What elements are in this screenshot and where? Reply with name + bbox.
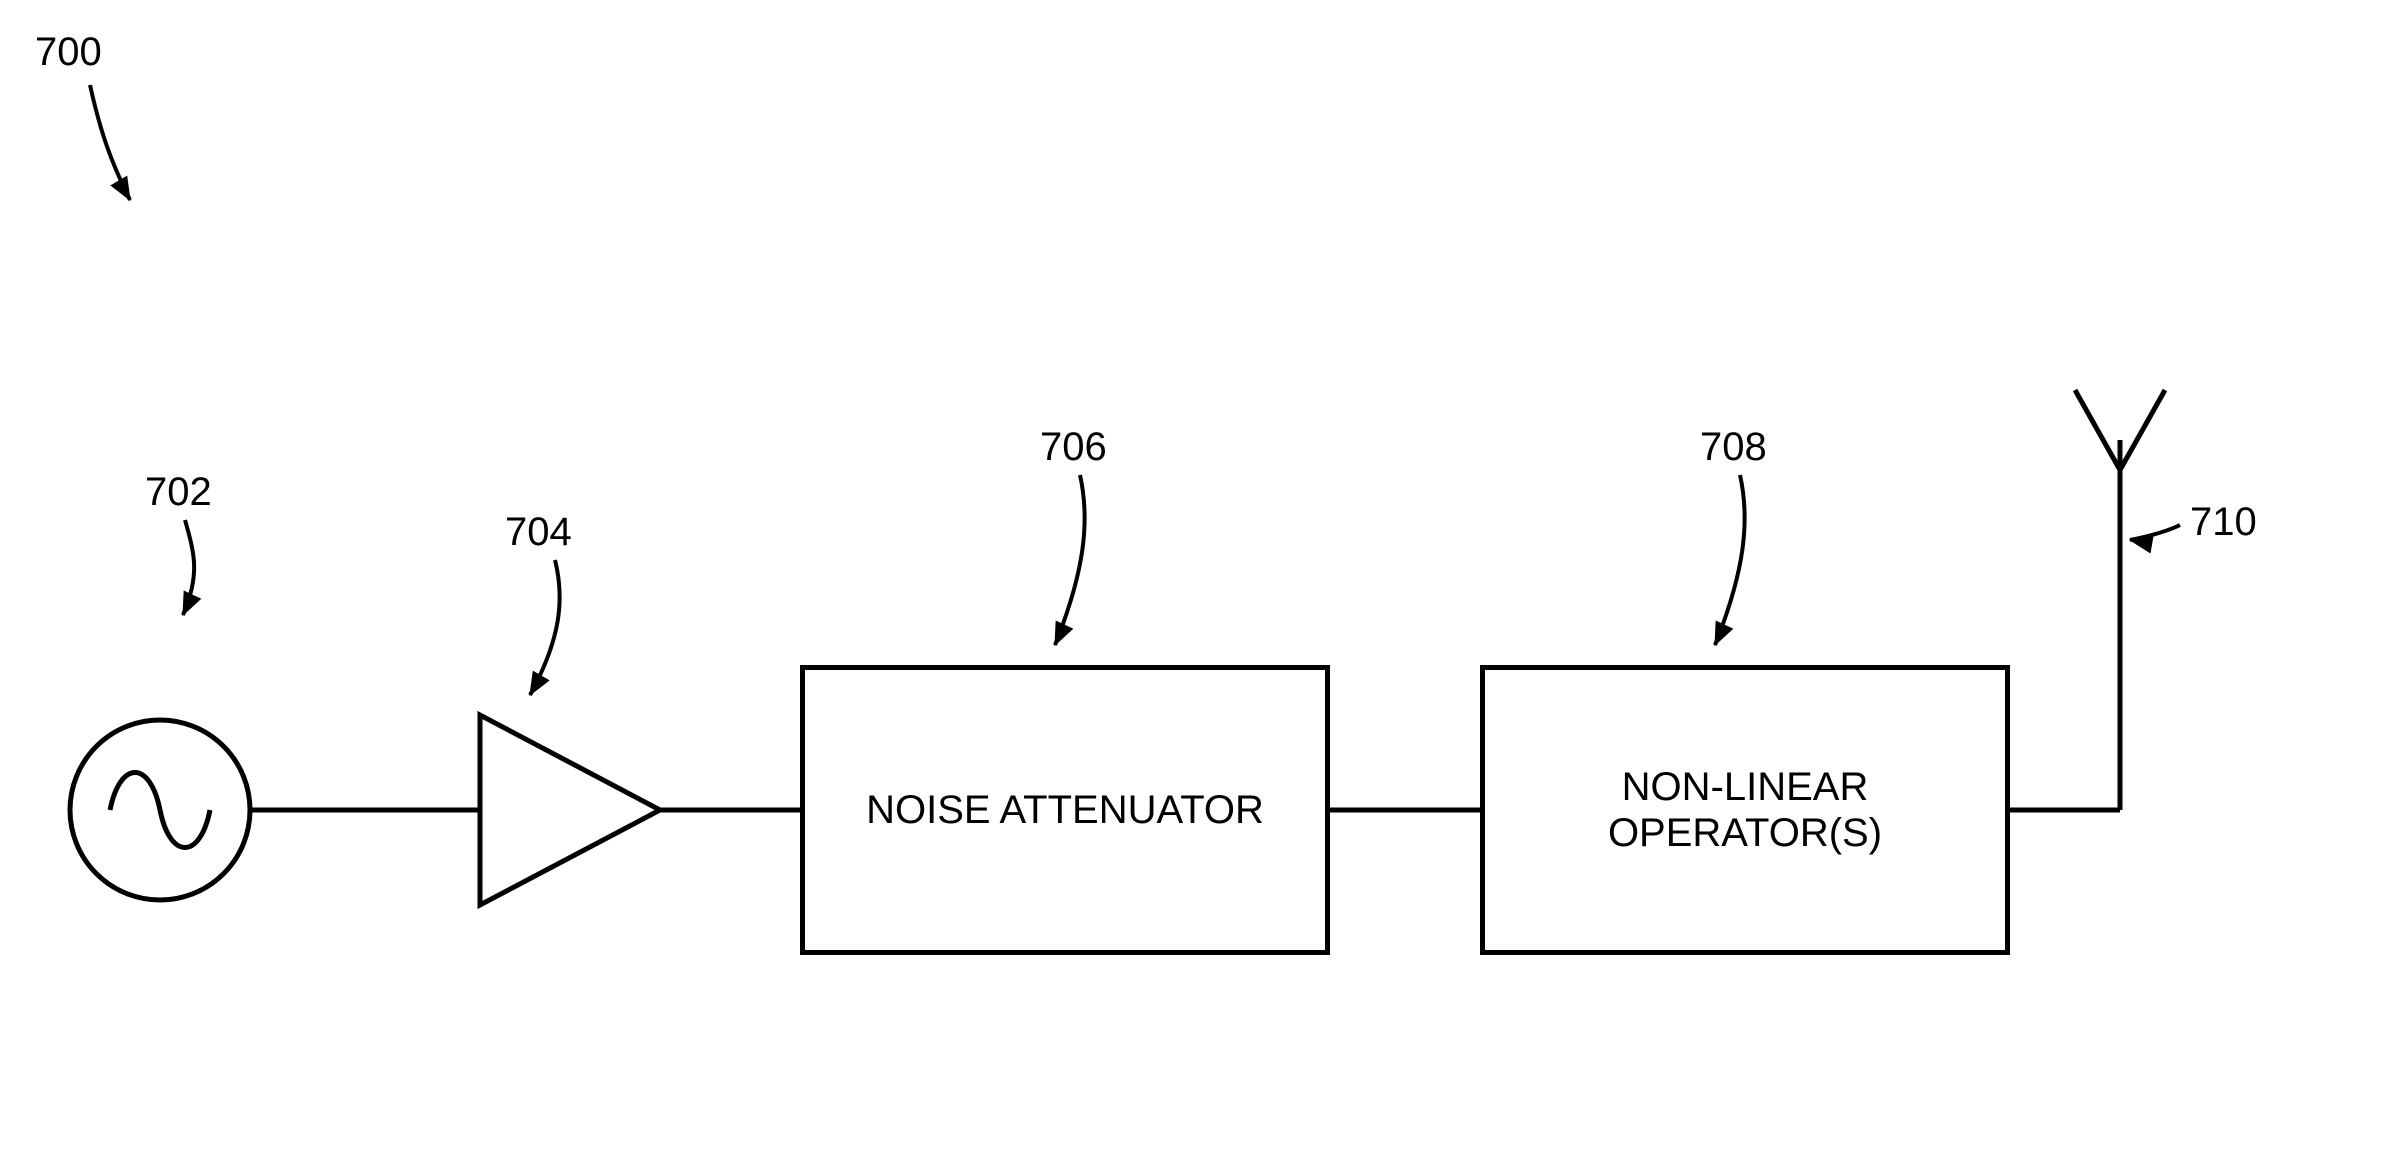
oscillator-source-icon [70,720,250,900]
arrow-source [175,591,201,619]
leader-antenna [2130,525,2180,540]
amplifier-icon [480,715,660,905]
diagram-svg-overlay [0,0,2391,1153]
arrow-system [111,176,138,204]
leader-lines [90,85,2180,695]
diagram-canvas: 700 702 704 706 708 710 NOISE ATTENUATOR… [0,0,2391,1153]
arrow-amp [522,671,549,699]
leader-nonlin [1715,475,1745,645]
arrow-nonlin [1707,621,1733,649]
arrow-atten [1047,621,1073,649]
leader-arrowheads [111,176,2153,699]
leader-atten [1055,475,1085,645]
antenna-icon [2075,390,2165,810]
